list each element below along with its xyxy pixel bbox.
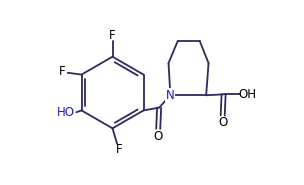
Text: O: O <box>218 116 227 129</box>
Text: O: O <box>154 130 163 143</box>
Text: HO: HO <box>57 106 75 119</box>
Text: F: F <box>116 143 123 156</box>
Text: N: N <box>166 89 175 102</box>
Text: F: F <box>59 65 65 78</box>
Text: F: F <box>109 29 116 42</box>
Text: OH: OH <box>238 88 256 101</box>
